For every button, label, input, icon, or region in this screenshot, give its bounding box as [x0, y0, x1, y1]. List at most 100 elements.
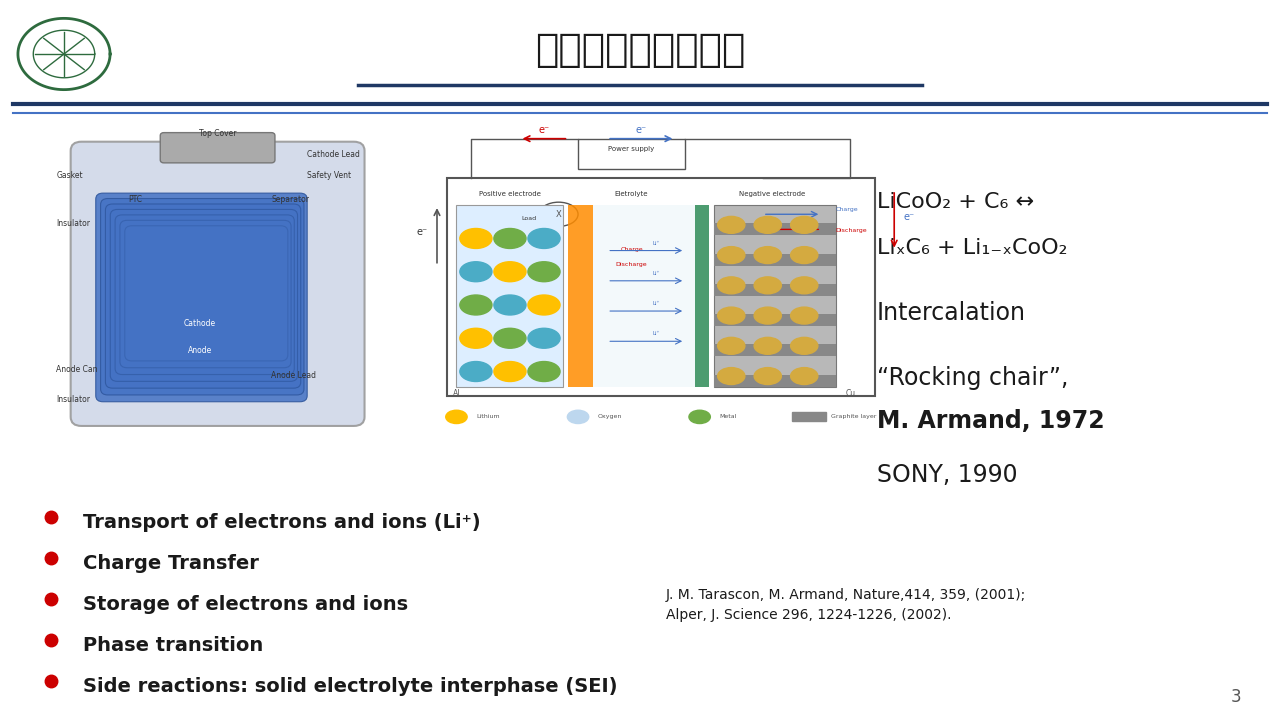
Bar	[714, 223, 836, 235]
FancyBboxPatch shape	[110, 210, 297, 382]
Bar	[714, 253, 836, 266]
Text: Metal: Metal	[719, 415, 736, 419]
Circle shape	[494, 328, 526, 348]
Text: Storage of electrons and ions: Storage of electrons and ions	[83, 595, 408, 613]
Circle shape	[527, 361, 561, 382]
Text: e⁻: e⁻	[539, 125, 549, 135]
Text: Charge: Charge	[621, 246, 643, 251]
Circle shape	[718, 277, 745, 294]
Text: Eletrolyte: Eletrolyte	[614, 191, 648, 197]
Bar	[714, 314, 836, 326]
Text: e⁻: e⁻	[636, 125, 646, 135]
Text: 二次电池的基本原理: 二次电池的基本原理	[535, 32, 745, 69]
Circle shape	[718, 368, 745, 384]
Bar	[695, 205, 709, 387]
Text: Phase transition: Phase transition	[83, 636, 264, 654]
Circle shape	[460, 295, 492, 315]
Circle shape	[754, 217, 781, 233]
FancyBboxPatch shape	[70, 142, 365, 426]
Circle shape	[460, 361, 492, 382]
Text: Top Cover: Top Cover	[198, 129, 237, 138]
Bar	[579, 139, 685, 169]
Bar	[792, 413, 826, 421]
Text: Positive electrode: Positive electrode	[479, 191, 541, 197]
Text: J. M. Tarascon, M. Armand, Nature,414, 359, (2001);
Alper, J. Science 296, 1224-: J. M. Tarascon, M. Armand, Nature,414, 3…	[666, 588, 1025, 622]
FancyBboxPatch shape	[105, 204, 301, 388]
Text: Graphite layer: Graphite layer	[831, 415, 877, 419]
Text: Anode Can: Anode Can	[56, 364, 97, 374]
FancyBboxPatch shape	[101, 199, 303, 395]
Circle shape	[527, 295, 561, 315]
FancyBboxPatch shape	[96, 193, 307, 402]
Text: Cathode: Cathode	[183, 319, 216, 328]
Circle shape	[718, 247, 745, 264]
Circle shape	[754, 368, 781, 384]
Text: Anode Lead: Anode Lead	[271, 371, 316, 379]
Text: Side reactions: solid electrolyte interphase (SEI): Side reactions: solid electrolyte interp…	[83, 677, 618, 696]
Bar	[714, 374, 836, 387]
Circle shape	[527, 228, 561, 248]
Circle shape	[460, 328, 492, 348]
Circle shape	[791, 338, 818, 354]
Text: Insulator: Insulator	[56, 220, 91, 228]
Circle shape	[494, 228, 526, 248]
Text: “Rocking chair”,: “Rocking chair”,	[877, 366, 1069, 390]
Circle shape	[539, 202, 579, 226]
Text: Intercalation: Intercalation	[877, 301, 1025, 325]
Bar	[714, 205, 836, 387]
Text: Insulator: Insulator	[56, 395, 91, 404]
Bar	[593, 205, 695, 387]
Text: SONY, 1990: SONY, 1990	[877, 463, 1018, 487]
Circle shape	[754, 338, 781, 354]
Circle shape	[567, 410, 589, 423]
Text: Li⁺: Li⁺	[653, 301, 659, 306]
Text: Li⁺: Li⁺	[653, 331, 659, 336]
Bar	[447, 178, 874, 396]
Text: Safety Vent: Safety Vent	[307, 171, 351, 180]
Text: LiCoO₂ + C₆ ↔: LiCoO₂ + C₆ ↔	[877, 192, 1034, 212]
Circle shape	[689, 410, 710, 423]
Circle shape	[754, 247, 781, 264]
Text: X: X	[556, 210, 562, 219]
Text: Discharge: Discharge	[836, 228, 868, 233]
Circle shape	[791, 368, 818, 384]
Circle shape	[460, 228, 492, 248]
Text: Li⁺: Li⁺	[653, 240, 659, 246]
Bar	[568, 205, 593, 387]
Bar	[457, 205, 563, 387]
Circle shape	[494, 262, 526, 282]
Text: LiₓC₆ + Li₁₋ₓCoO₂: LiₓC₆ + Li₁₋ₓCoO₂	[877, 238, 1068, 258]
Text: Charge: Charge	[836, 207, 859, 212]
Circle shape	[791, 247, 818, 264]
Text: Cathode Lead: Cathode Lead	[307, 150, 360, 159]
Circle shape	[527, 328, 561, 348]
Bar	[714, 284, 836, 296]
Text: Discharge: Discharge	[616, 261, 648, 266]
FancyBboxPatch shape	[160, 132, 275, 163]
Circle shape	[718, 338, 745, 354]
Text: Li⁺: Li⁺	[653, 271, 659, 276]
Text: e⁻: e⁻	[416, 228, 428, 238]
Text: Load: Load	[522, 216, 538, 221]
Text: Separator: Separator	[271, 195, 310, 204]
Text: Gasket: Gasket	[56, 171, 83, 180]
Text: 3: 3	[1231, 688, 1242, 706]
Circle shape	[445, 410, 467, 423]
Text: Al: Al	[453, 389, 461, 397]
Circle shape	[494, 361, 526, 382]
Circle shape	[460, 262, 492, 282]
Text: M. Armand, 1972: M. Armand, 1972	[877, 409, 1105, 433]
Text: Oxygen: Oxygen	[598, 415, 622, 419]
Text: e⁻: e⁻	[904, 212, 915, 222]
FancyBboxPatch shape	[124, 226, 288, 361]
Text: Transport of electrons and ions (Li⁺): Transport of electrons and ions (Li⁺)	[83, 513, 481, 531]
Text: Lithium: Lithium	[476, 415, 499, 419]
Text: PTC: PTC	[128, 195, 142, 204]
Text: Cu: Cu	[845, 389, 855, 397]
Text: Power supply: Power supply	[608, 145, 654, 152]
Circle shape	[791, 307, 818, 324]
Text: Charge Transfer: Charge Transfer	[83, 554, 259, 572]
Bar	[714, 344, 836, 356]
Circle shape	[791, 277, 818, 294]
Circle shape	[718, 307, 745, 324]
